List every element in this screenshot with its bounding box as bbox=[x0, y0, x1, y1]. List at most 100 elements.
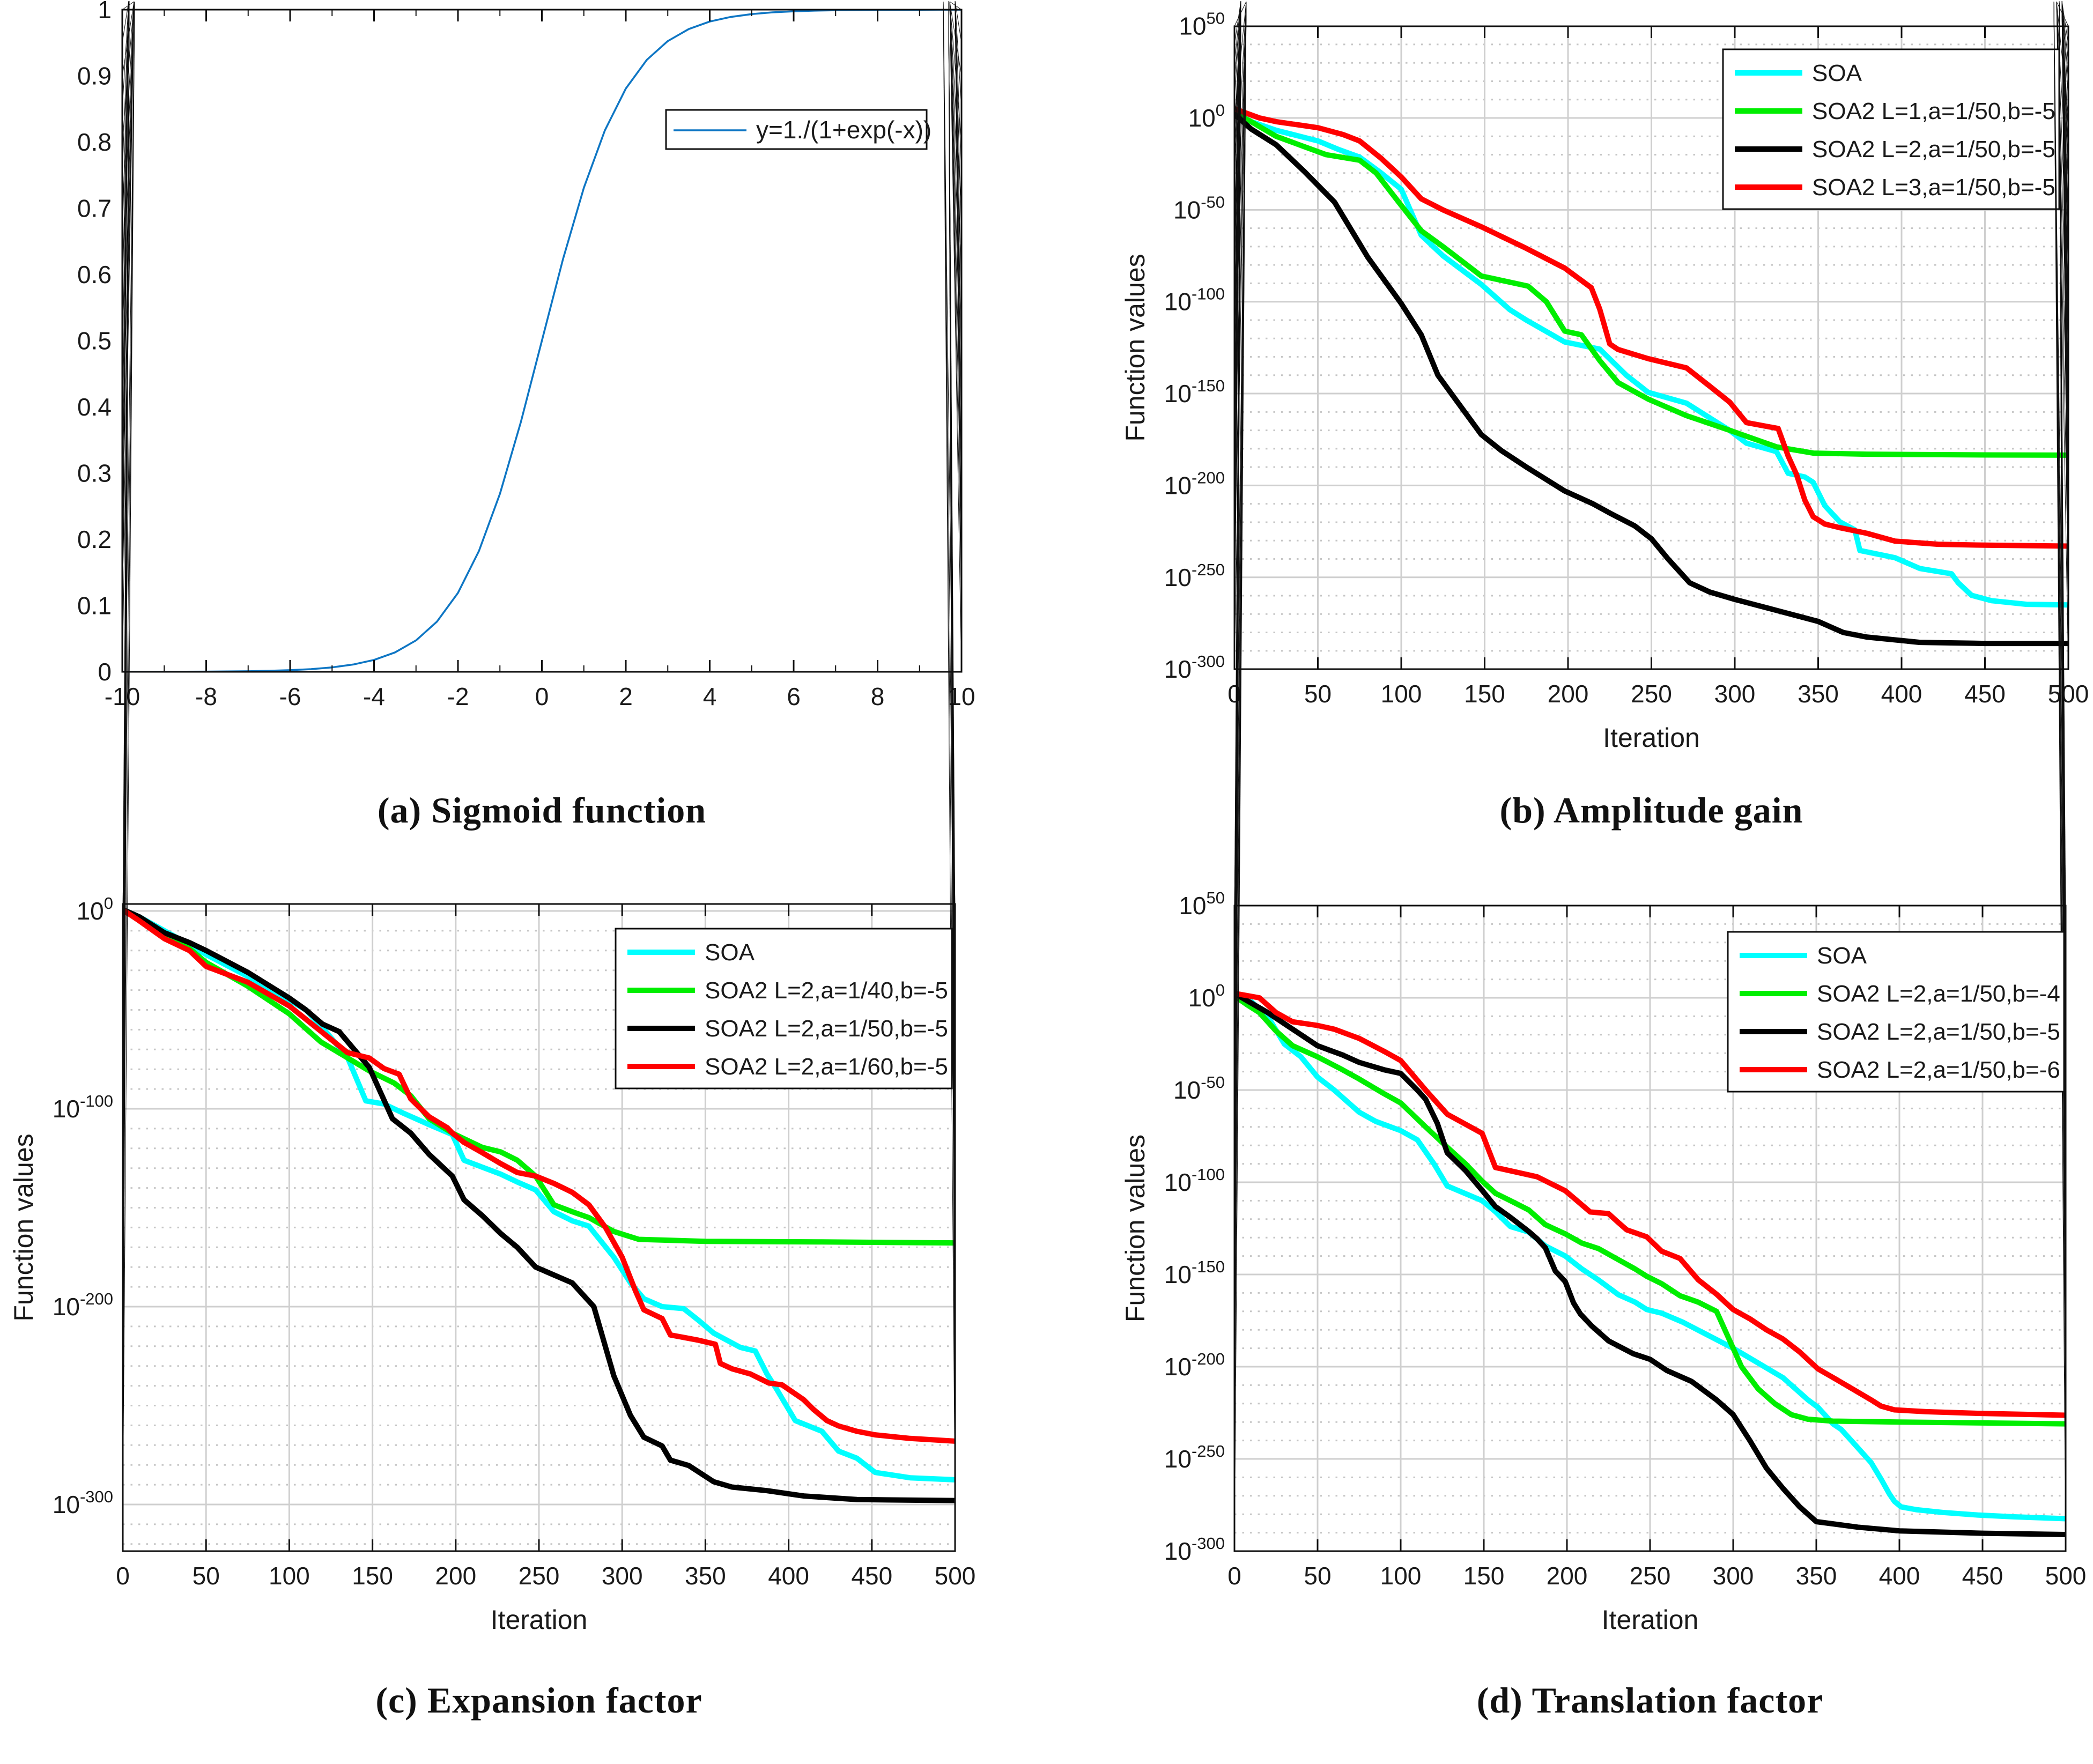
svg-text:1: 1 bbox=[98, 0, 112, 24]
svg-text:200: 200 bbox=[1547, 1562, 1588, 1590]
svg-text:10-250: 10-250 bbox=[1164, 560, 1225, 591]
y-axis-title: Function values bbox=[1120, 1135, 1150, 1322]
svg-text:0.5: 0.5 bbox=[77, 327, 112, 355]
svg-text:300: 300 bbox=[1714, 680, 1756, 708]
svg-text:350: 350 bbox=[1798, 680, 1839, 708]
legend-a: y=1./(1+exp(-x)) bbox=[665, 109, 931, 150]
svg-text:450: 450 bbox=[851, 1562, 892, 1590]
svg-text:50: 50 bbox=[193, 1562, 220, 1590]
svg-text:0.9: 0.9 bbox=[77, 62, 112, 90]
svg-text:200: 200 bbox=[435, 1562, 476, 1590]
legend-d: SOA SOA2 L=2,a=1/50,b=-4 SOA2 L=2,a=1/50,b… bbox=[1727, 931, 2065, 1093]
series-y-1-1-exp-x- bbox=[122, 10, 962, 672]
legend-label: SOA2 L=2,a=1/50,b=-6 bbox=[1817, 1057, 2060, 1083]
axis-ticks bbox=[121, 1, 963, 672]
svg-text:-6: -6 bbox=[279, 683, 301, 710]
svg-text:300: 300 bbox=[602, 1562, 643, 1590]
caption-panel-d: (d) Translation factor bbox=[1476, 1680, 1824, 1721]
svg-text:8: 8 bbox=[871, 683, 885, 710]
svg-text:10-200: 10-200 bbox=[53, 1289, 113, 1321]
svg-text:0.8: 0.8 bbox=[77, 128, 112, 156]
svg-text:100: 100 bbox=[77, 894, 113, 925]
series-group bbox=[1234, 106, 2068, 647]
series-soa2-l-2-a-1-50-b-5 bbox=[1234, 990, 2066, 1537]
y-axis-title: Function values bbox=[9, 1133, 39, 1321]
series-group bbox=[123, 907, 955, 1503]
svg-text:0.1: 0.1 bbox=[77, 592, 112, 620]
panel-a: -10 -8 -6 -4 -2 0 2 4 6 8 1000.10.20.30.40.50.60.7… bbox=[77, 0, 975, 710]
svg-text:0.2: 0.2 bbox=[77, 525, 112, 553]
svg-text:4: 4 bbox=[703, 683, 717, 710]
axis-labels: 0 50 100 150 200 250 300 350 400 450 500105010010-… bbox=[1120, 9, 2089, 753]
svg-text:10-300: 10-300 bbox=[1164, 1534, 1225, 1565]
svg-text:250: 250 bbox=[1630, 1562, 1671, 1590]
series-soa2-l-2-a-1-50-b-6 bbox=[1234, 990, 2066, 1418]
legend-label: SOA bbox=[1812, 60, 1862, 86]
svg-text:50: 50 bbox=[1304, 1562, 1331, 1590]
panel-b: 0 50 100 150 200 250 300 350 400 450 500105010010-… bbox=[1120, 1, 2089, 753]
svg-text:500: 500 bbox=[2045, 1562, 2087, 1590]
svg-text:-10: -10 bbox=[105, 683, 140, 710]
svg-text:250: 250 bbox=[519, 1562, 560, 1590]
svg-text:10-100: 10-100 bbox=[1164, 285, 1225, 316]
legend-label: SOA2 L=1,a=1/50,b=-5 bbox=[1812, 98, 2055, 124]
series-soa2-l-3-a-1-50-b-5 bbox=[1234, 106, 2068, 549]
legend-label: SOA2 L=2,a=1/60,b=-5 bbox=[705, 1054, 948, 1080]
svg-text:1050: 1050 bbox=[1179, 9, 1225, 40]
legend-label: SOA2 L=2,a=1/50,b=-5 bbox=[1817, 1019, 2060, 1045]
axis-labels: 0 50 100 150 200 250 300 350 400 450 500105010010-… bbox=[1120, 888, 2086, 1635]
svg-text:-4: -4 bbox=[363, 683, 385, 710]
svg-text:450: 450 bbox=[1964, 680, 2006, 708]
svg-text:10-150: 10-150 bbox=[1164, 1257, 1225, 1288]
svg-text:10-300: 10-300 bbox=[53, 1487, 113, 1518]
svg-text:100: 100 bbox=[1188, 981, 1225, 1012]
legend-label: SOA2 L=2,a=1/50,b=-5 bbox=[1812, 136, 2055, 162]
panel-d: 0 50 100 150 200 250 300 350 400 450 500 1050 100 10-… bbox=[1120, 1, 2086, 1635]
svg-text:450: 450 bbox=[1962, 1562, 2003, 1590]
panel-c: 0 50 100 150 200 250 300 350 400 450 50010010-1001… bbox=[9, 1, 975, 1635]
series-soa2-l-2-a-1-60-b-5 bbox=[123, 907, 955, 1444]
svg-text:100: 100 bbox=[1380, 1562, 1422, 1590]
svg-text:150: 150 bbox=[1464, 680, 1505, 708]
svg-text:100: 100 bbox=[1188, 101, 1225, 132]
x-axis-title: Iteration bbox=[1603, 723, 1700, 753]
svg-text:10-200: 10-200 bbox=[1164, 1350, 1225, 1381]
svg-text:200: 200 bbox=[1548, 680, 1589, 708]
series-group bbox=[122, 10, 962, 672]
axis-ticks bbox=[1233, 1, 2069, 670]
legend-label: SOA2 L=2,a=1/50,b=-4 bbox=[1817, 981, 2060, 1007]
series-soa2-l-1-a-1-50-b-5 bbox=[1234, 110, 2068, 458]
svg-text:-2: -2 bbox=[447, 683, 469, 710]
svg-text:0.4: 0.4 bbox=[77, 393, 112, 421]
legend-b: SOA SOA2 L=1,a=1/50,b=-5 SOA2 L=2,a=1/50,b… bbox=[1722, 48, 2060, 210]
svg-text:10-50: 10-50 bbox=[1173, 192, 1225, 224]
svg-text:6: 6 bbox=[787, 683, 801, 710]
series-soa2-l-2-a-1-50-b-5 bbox=[123, 907, 955, 1503]
svg-text:350: 350 bbox=[1796, 1562, 1837, 1590]
caption-panel-b: (b) Amplitude gain bbox=[1499, 790, 1803, 831]
svg-text:0: 0 bbox=[116, 1562, 130, 1590]
axis-ticks bbox=[122, 1, 956, 1551]
svg-text:400: 400 bbox=[1879, 1562, 1920, 1590]
legend-label: SOA bbox=[705, 939, 755, 966]
svg-text:10-200: 10-200 bbox=[1164, 468, 1225, 499]
axis-labels: -10 -8 -6 -4 -2 0 2 4 6 8 1000.10.20.30.40.50.60.7… bbox=[77, 0, 975, 710]
svg-text:400: 400 bbox=[768, 1562, 809, 1590]
svg-text:10-150: 10-150 bbox=[1164, 376, 1225, 407]
x-axis-title: Iteration bbox=[491, 1605, 588, 1635]
svg-text:-8: -8 bbox=[195, 683, 217, 710]
svg-text:1050: 1050 bbox=[1179, 888, 1225, 920]
svg-text:400: 400 bbox=[1881, 680, 1922, 708]
y-axis-title: Function values bbox=[1120, 254, 1150, 441]
legend-c: SOA SOA2 L=2,a=1/40,b=-5 SOA2 L=2,a=1/50,b… bbox=[615, 928, 953, 1089]
series-soa bbox=[1234, 109, 2068, 608]
svg-text:500: 500 bbox=[935, 1562, 976, 1590]
x-axis-title: Iteration bbox=[1602, 1605, 1699, 1635]
svg-text:0.7: 0.7 bbox=[77, 195, 112, 223]
series-soa bbox=[1234, 990, 2066, 1522]
svg-text:500: 500 bbox=[2048, 680, 2089, 708]
svg-text:0: 0 bbox=[535, 683, 549, 710]
svg-text:10-250: 10-250 bbox=[1164, 1442, 1225, 1473]
caption-panel-c: (c) Expansion factor bbox=[375, 1680, 702, 1721]
